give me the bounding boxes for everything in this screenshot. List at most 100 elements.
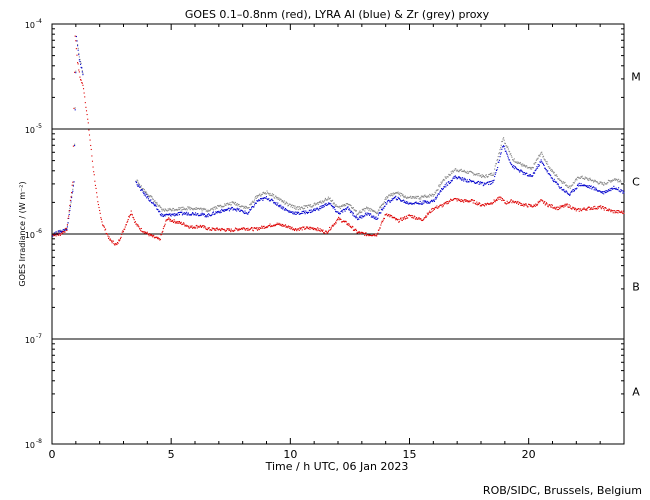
data-point (380, 207, 382, 209)
data-point (312, 205, 315, 207)
data-point (589, 187, 591, 189)
data-point (577, 176, 579, 178)
data-point (464, 171, 466, 173)
data-point (133, 219, 135, 221)
data-point (531, 205, 533, 207)
data-point (508, 159, 510, 161)
data-point (462, 200, 464, 202)
data-point (398, 221, 400, 223)
x-tick-label: 5 (168, 448, 175, 461)
data-point (196, 227, 198, 229)
data-point (484, 183, 486, 185)
data-point (173, 210, 175, 212)
data-point (234, 229, 236, 231)
data-point (360, 212, 362, 214)
data-point (592, 208, 594, 210)
data-point (173, 213, 175, 215)
data-point (362, 209, 364, 211)
data-point (162, 208, 164, 210)
data-point (576, 187, 578, 189)
data-point (208, 227, 210, 229)
data-point (221, 208, 223, 210)
data-point (619, 211, 621, 213)
data-point (554, 180, 556, 182)
data-point (233, 230, 235, 232)
data-point (296, 211, 298, 213)
data-point (522, 171, 524, 173)
data-point (494, 168, 496, 170)
data-point (75, 40, 77, 42)
data-point (501, 198, 503, 200)
data-point (464, 178, 467, 180)
data-point (236, 207, 238, 209)
data-point (497, 166, 499, 169)
data-point (202, 225, 204, 227)
data-point (246, 207, 248, 209)
data-point (78, 69, 80, 71)
data-point (556, 183, 558, 185)
data-point (253, 227, 256, 229)
data-point (235, 204, 237, 206)
data-point (404, 195, 406, 197)
data-point (255, 202, 257, 204)
data-point (230, 207, 232, 209)
data-point (62, 232, 64, 234)
data-point (476, 173, 478, 175)
data-point (609, 189, 611, 191)
data-point (435, 192, 437, 194)
data-point (182, 213, 184, 215)
data-point (370, 208, 372, 210)
data-point (444, 184, 446, 186)
data-point (143, 232, 145, 234)
data-point (569, 193, 571, 195)
data-point (262, 198, 265, 200)
data-point (165, 219, 167, 221)
data-point (411, 203, 413, 205)
data-point (339, 217, 341, 219)
data-point (245, 212, 247, 214)
data-point (59, 231, 61, 233)
data-point (53, 232, 55, 234)
data-point (357, 213, 359, 215)
data-point (379, 205, 381, 208)
data-point (406, 217, 408, 219)
data-point (597, 182, 599, 184)
data-point (541, 199, 543, 201)
data-point (308, 211, 310, 213)
data-point (386, 213, 388, 215)
data-point (174, 215, 176, 217)
data-point (276, 204, 278, 206)
data-point (177, 208, 179, 210)
data-point (590, 207, 592, 209)
data-point (595, 181, 598, 183)
data-point (259, 227, 262, 229)
data-point (159, 206, 161, 208)
data-point (556, 206, 558, 208)
data-point (548, 166, 550, 168)
data-point (178, 212, 180, 214)
data-point (212, 209, 214, 211)
data-point (492, 174, 495, 176)
data-point (603, 191, 605, 193)
data-point (402, 218, 405, 220)
data-point (489, 203, 492, 205)
data-point (463, 177, 465, 179)
data-point (594, 179, 596, 181)
data-point (355, 210, 357, 212)
data-point (329, 202, 331, 204)
data-point (514, 161, 517, 163)
data-point (488, 203, 490, 205)
data-point (279, 204, 281, 206)
data-point (323, 200, 325, 202)
data-point (528, 175, 530, 177)
data-point (510, 153, 512, 155)
data-point (169, 208, 172, 211)
data-point (252, 230, 254, 232)
data-point (236, 210, 238, 212)
data-point (380, 212, 382, 214)
data-point (341, 205, 343, 208)
data-point (328, 198, 330, 200)
data-point (128, 215, 130, 218)
data-point (480, 204, 482, 207)
data-point (557, 178, 559, 180)
